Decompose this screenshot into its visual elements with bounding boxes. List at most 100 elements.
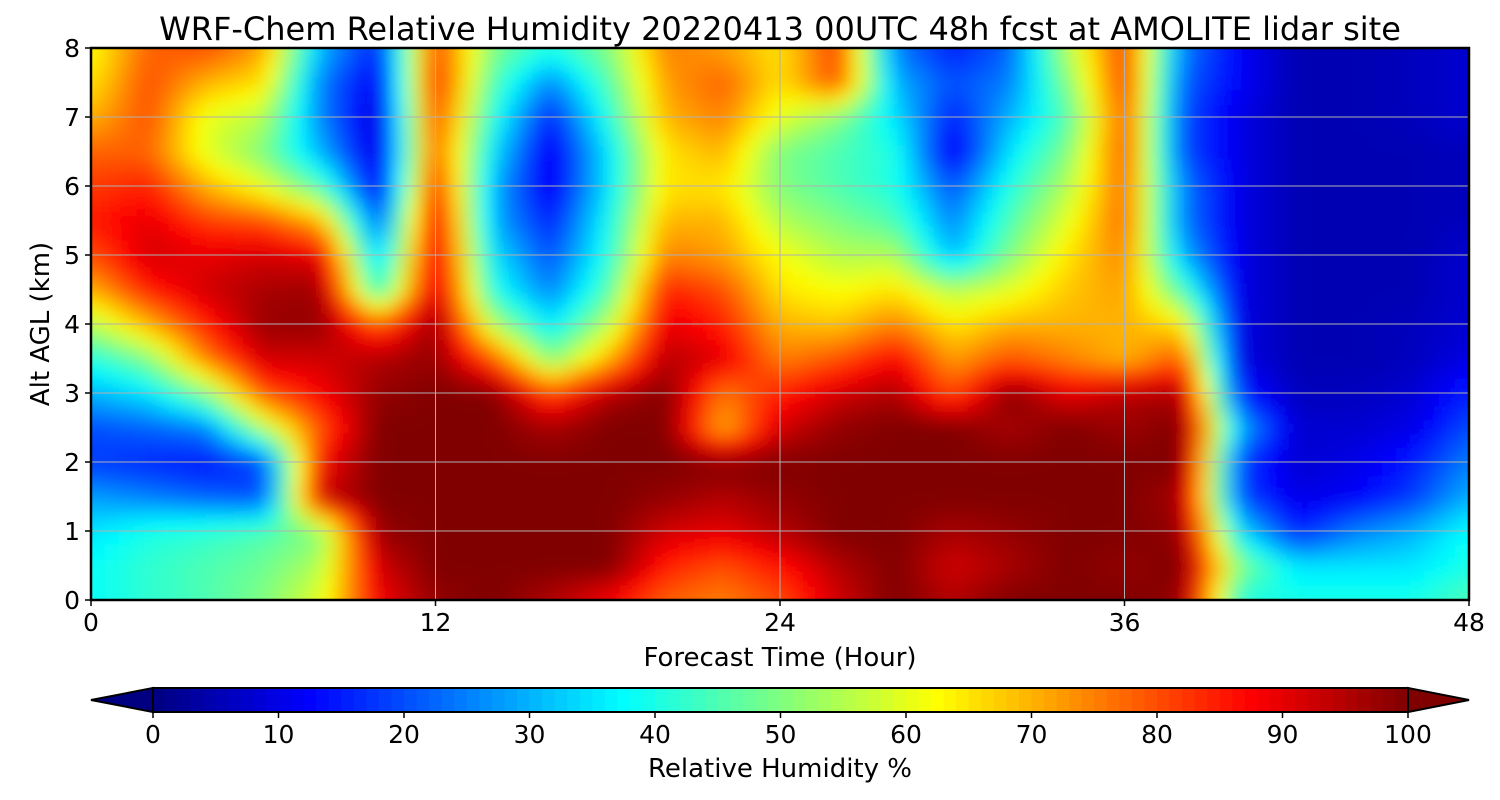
heatmap-cell	[995, 365, 1011, 380]
heatmap-cell	[1009, 130, 1025, 146]
heatmap-cell	[665, 48, 681, 63]
heatmap-cell	[708, 268, 724, 284]
heatmap-cell	[378, 544, 394, 560]
colorbar-tick-label: 100	[1384, 720, 1432, 749]
heatmap-cell	[378, 503, 394, 518]
heatmap-cell	[320, 586, 336, 600]
heatmap-cell	[693, 393, 710, 408]
heatmap-cell	[91, 503, 92, 518]
heatmap-cell	[980, 351, 997, 367]
heatmap-cell	[736, 213, 753, 229]
heatmap-cell	[1024, 282, 1040, 298]
colorbar-segment	[993, 688, 1007, 712]
heatmap-cell	[392, 103, 408, 118]
heatmap-cell	[306, 406, 322, 422]
heatmap-cell	[679, 558, 695, 574]
heatmap-cell	[134, 89, 150, 104]
heatmap-cell	[866, 489, 882, 505]
heatmap-cell	[980, 572, 997, 587]
heatmap-cell	[62, 76, 77, 91]
heatmap-cell	[234, 324, 250, 339]
heatmap-cell	[765, 434, 781, 449]
heatmap-cell	[277, 448, 293, 463]
heatmap-cell	[693, 172, 710, 187]
heatmap-cell	[679, 531, 695, 546]
heatmap-cell	[277, 282, 293, 298]
heatmap-cell	[1038, 489, 1054, 505]
heatmap-cell	[1181, 48, 1198, 63]
heatmap-cell	[1239, 351, 1255, 367]
heatmap-cell	[1382, 337, 1399, 353]
heatmap-cell	[880, 199, 896, 215]
heatmap-cell	[679, 434, 695, 449]
heatmap-cell	[1297, 614, 1312, 629]
y-tick-label: 7	[64, 103, 80, 132]
colorbar-segment	[529, 688, 543, 712]
heatmap-cell	[1224, 199, 1241, 215]
heatmap-cell	[1095, 172, 1111, 187]
heatmap-cell	[751, 448, 767, 463]
heatmap-cell	[564, 103, 580, 118]
heatmap-cell	[1095, 117, 1111, 132]
heatmap-cell	[1440, 255, 1456, 270]
heatmap-cell	[492, 296, 509, 311]
heatmap-cell	[134, 503, 150, 518]
heatmap-cell	[205, 517, 221, 532]
heatmap-cell	[809, 600, 824, 615]
heatmap-cell	[1296, 365, 1312, 380]
heatmap-cell	[1224, 172, 1241, 187]
heatmap-cell	[564, 48, 580, 63]
heatmap-cell	[851, 448, 867, 463]
heatmap-cell	[435, 186, 451, 201]
colorbar-segment	[1382, 688, 1397, 712]
heatmap-cell	[277, 268, 293, 284]
heatmap-cell	[880, 614, 895, 629]
heatmap-cell	[1311, 227, 1327, 242]
heatmap-cell	[823, 130, 839, 146]
x-tick-label: 36	[1109, 608, 1141, 637]
heatmap-cell	[1397, 379, 1413, 394]
heatmap-cell	[191, 310, 207, 325]
heatmap-cell	[794, 614, 809, 629]
heatmap-cell	[1009, 337, 1025, 353]
heatmap-cell	[105, 130, 121, 146]
heatmap-cell	[1268, 531, 1284, 546]
heatmap-cell	[794, 213, 810, 229]
heatmap-cell	[335, 172, 351, 187]
heatmap-cell	[593, 296, 609, 311]
heatmap-cell	[320, 117, 336, 132]
heatmap-cell	[320, 144, 336, 160]
heatmap-cell	[593, 586, 609, 600]
heatmap-cell	[1138, 61, 1154, 77]
heatmap-cell	[1038, 241, 1054, 256]
heatmap-cell	[449, 310, 465, 325]
heatmap-cell	[392, 544, 408, 560]
heatmap-cell	[119, 144, 135, 160]
heatmap-cell	[823, 61, 839, 77]
heatmap-cell	[1268, 282, 1284, 298]
heatmap-cell	[62, 476, 77, 491]
heatmap-cell	[851, 213, 867, 229]
heatmap-cell	[162, 406, 178, 422]
heatmap-cell	[679, 572, 695, 587]
heatmap-cell	[1153, 351, 1169, 367]
heatmap-cell	[937, 393, 954, 408]
heatmap-cell	[378, 103, 394, 118]
heatmap-cell	[1440, 379, 1456, 394]
heatmap-cell	[1067, 213, 1083, 229]
heatmap-cell	[1339, 365, 1355, 380]
colorbar-segment	[178, 688, 192, 712]
heatmap-cell	[1067, 89, 1083, 104]
heatmap-cell	[1397, 117, 1413, 132]
heatmap-cell	[1311, 379, 1327, 394]
heatmap-cell	[1469, 89, 1484, 104]
heatmap-cell	[335, 572, 351, 587]
heatmap-cell	[650, 572, 666, 587]
heatmap-cell	[751, 186, 767, 201]
heatmap-cell	[636, 393, 652, 408]
heatmap-cell	[1253, 558, 1269, 574]
heatmap-cell	[421, 503, 437, 518]
heatmap-cell	[952, 434, 968, 449]
heatmap-cell	[148, 282, 164, 298]
heatmap-cell	[1483, 296, 1498, 311]
